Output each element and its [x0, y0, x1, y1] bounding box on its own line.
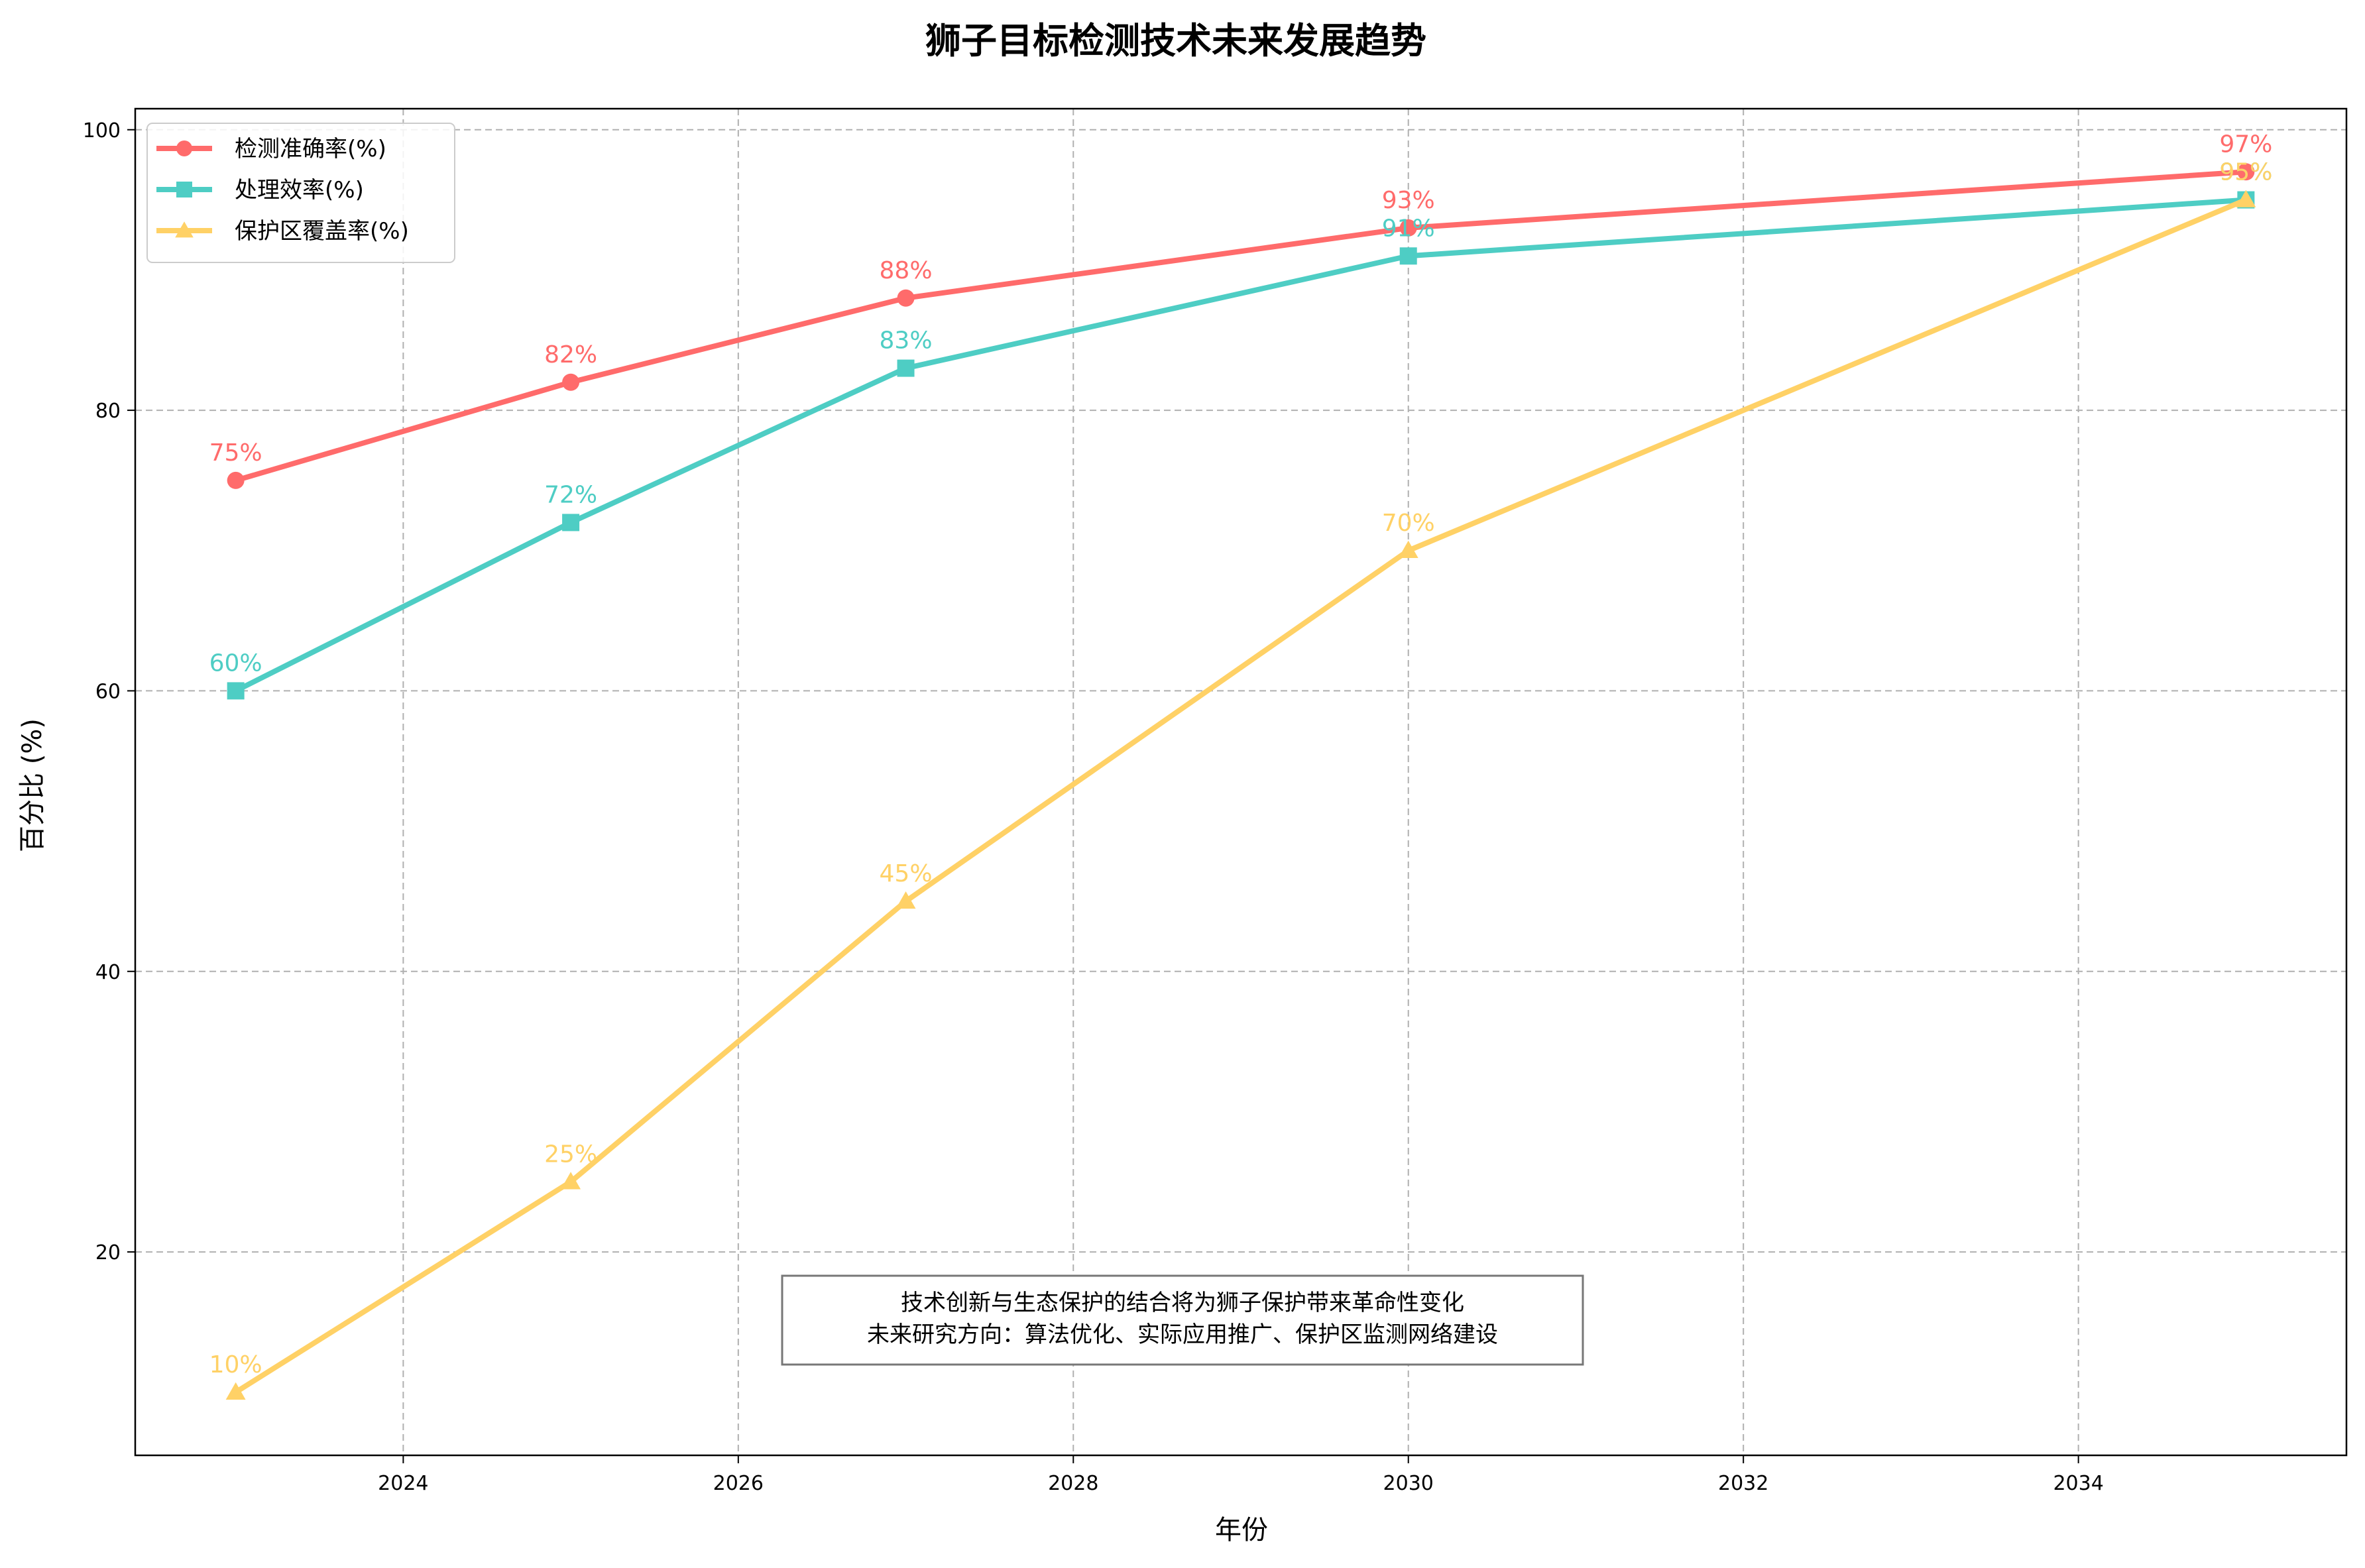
legend: 检测准确率(%) 处理效率(%) 保护区覆盖率(%)	[146, 123, 455, 263]
chart-title: 狮子目标检测技术未来发展趋势	[925, 20, 1426, 62]
legend-item: 保护区覆盖率(%)	[156, 218, 409, 245]
legend-frame	[146, 123, 455, 263]
data-label: 97%	[2219, 131, 2272, 158]
x-tick-label: 2028	[1048, 1472, 1098, 1495]
data-point	[227, 682, 245, 700]
data-label: 91%	[1382, 215, 1435, 242]
x-tick-label: 2024	[378, 1472, 428, 1495]
annotation-line: 未来研究方向：算法优化、实际应用推广、保护区监测网络建设	[867, 1321, 1498, 1348]
series-line	[233, 197, 2249, 1395]
data-label: 82%	[544, 341, 597, 368]
y-tick-label: 20	[95, 1241, 121, 1264]
data-label: 95%	[2219, 159, 2272, 186]
series-2	[227, 191, 2255, 700]
data-point	[2236, 190, 2256, 207]
data-point	[1399, 219, 1417, 237]
data-label: 25%	[544, 1141, 597, 1168]
data-point	[561, 1172, 581, 1190]
x-tick-label: 2032	[1718, 1472, 1768, 1495]
data-point	[176, 182, 192, 197]
data-label: 95%	[2219, 159, 2272, 186]
y-tick-label: 100	[83, 119, 121, 142]
y-tick-label: 40	[95, 961, 121, 984]
data-point	[897, 359, 915, 377]
data-label: 60%	[209, 649, 262, 677]
data-point	[562, 373, 580, 391]
data-point	[562, 514, 580, 532]
data-point	[225, 1382, 246, 1400]
annotation-line: 技术创新与生态保护的结合将为狮子保护带来革命性变化	[901, 1290, 1464, 1316]
grid	[135, 109, 2346, 1455]
plot-frame	[134, 107, 2348, 1457]
legend-label: 保护区覆盖率(%)	[235, 218, 409, 245]
data-label: 70%	[1382, 510, 1435, 537]
y-axis-title: 百分比 (%)	[17, 718, 48, 852]
data-point	[895, 891, 916, 909]
data-label: 93%	[1382, 187, 1435, 214]
data-label: 72%	[544, 481, 597, 508]
data-point	[2237, 163, 2255, 181]
legend-label: 检测准确率(%)	[235, 136, 386, 162]
series-3	[225, 190, 2256, 1400]
legend-label: 处理效率(%)	[235, 177, 364, 203]
series-line	[233, 197, 2249, 694]
x-tick-label: 2034	[2053, 1472, 2103, 1495]
data-point	[897, 289, 915, 307]
series-layer	[225, 163, 2256, 1400]
data-labels: 75% 82% 88% 93% 97% 60% 72% 83% 91% 95% 10% 25% 45% 7…	[209, 131, 2273, 1378]
y-tick-label: 80	[95, 400, 121, 423]
axis-ticks: 2024 2026 2028 2030 2032 2034 20 40 60 80 100	[83, 119, 2104, 1495]
annotation-frame	[781, 1274, 1584, 1366]
data-point	[176, 140, 192, 156]
x-tick-label: 2030	[1383, 1472, 1434, 1495]
data-point	[1398, 540, 1418, 558]
data-label: 88%	[880, 257, 933, 284]
data-label: 83%	[880, 327, 933, 355]
data-label: 75%	[209, 439, 262, 467]
data-label: 10%	[209, 1351, 262, 1378]
legend-item: 检测准确率(%)	[156, 136, 386, 162]
series-1	[227, 163, 2255, 489]
y-tick-label: 60	[95, 680, 121, 703]
x-axis-title: 年份	[1215, 1515, 1268, 1545]
annotation-box: 技术创新与生态保护的结合将为狮子保护带来革命性变化未来研究方向：算法优化、实际应…	[781, 1274, 1584, 1366]
x-tick-label: 2026	[713, 1472, 764, 1495]
data-label: 45%	[880, 860, 933, 887]
legend-item: 处理效率(%)	[156, 177, 364, 203]
data-point	[175, 221, 194, 238]
data-point	[227, 471, 245, 489]
data-point	[1399, 247, 1417, 265]
